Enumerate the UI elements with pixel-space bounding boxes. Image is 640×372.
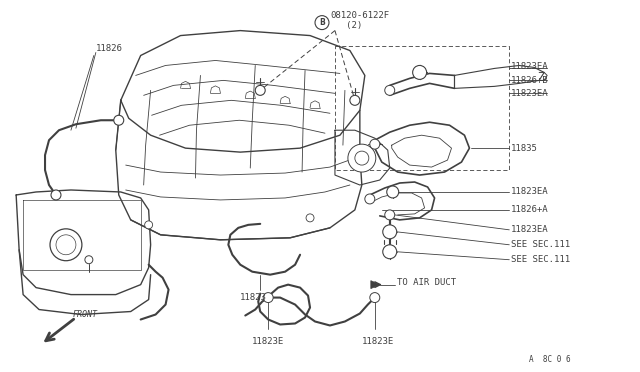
Circle shape	[385, 210, 395, 220]
Circle shape	[51, 190, 61, 200]
Circle shape	[85, 256, 93, 264]
Text: A  8C 0 6: A 8C 0 6	[529, 355, 571, 364]
Circle shape	[385, 86, 395, 95]
Text: FRONT: FRONT	[73, 310, 98, 319]
Text: 11826+B: 11826+B	[511, 76, 549, 85]
Circle shape	[315, 16, 329, 30]
Text: 11823EA: 11823EA	[511, 225, 549, 234]
Circle shape	[255, 86, 265, 95]
Text: (2): (2)	[330, 21, 362, 30]
Circle shape	[145, 221, 152, 229]
Circle shape	[350, 95, 360, 105]
Circle shape	[370, 293, 380, 302]
Circle shape	[383, 245, 397, 259]
Circle shape	[348, 144, 376, 172]
Text: 11823EA: 11823EA	[511, 187, 549, 196]
Circle shape	[413, 65, 427, 79]
Text: 11823E: 11823E	[362, 337, 394, 346]
Text: 08120-6122F: 08120-6122F	[330, 11, 389, 20]
Text: 11835: 11835	[511, 144, 538, 153]
Text: 11823EA: 11823EA	[511, 89, 549, 98]
Text: 11826: 11826	[96, 44, 123, 53]
Circle shape	[50, 229, 82, 261]
Polygon shape	[371, 280, 380, 289]
Text: TO AIR DUCT: TO AIR DUCT	[397, 278, 456, 287]
Text: 11823: 11823	[240, 293, 267, 302]
Text: SEE SEC.111: SEE SEC.111	[511, 240, 570, 249]
Text: 11823EA: 11823EA	[511, 62, 549, 71]
Text: B: B	[319, 18, 325, 27]
Circle shape	[383, 225, 397, 239]
Circle shape	[370, 139, 380, 149]
Circle shape	[387, 186, 399, 198]
Text: 11826+A: 11826+A	[511, 205, 549, 214]
Circle shape	[56, 235, 76, 255]
Circle shape	[114, 115, 124, 125]
Circle shape	[355, 151, 369, 165]
Text: SEE SEC.111: SEE SEC.111	[511, 255, 570, 264]
Circle shape	[263, 293, 273, 302]
Circle shape	[365, 194, 375, 204]
Text: 11823E: 11823E	[252, 337, 285, 346]
Circle shape	[306, 214, 314, 222]
